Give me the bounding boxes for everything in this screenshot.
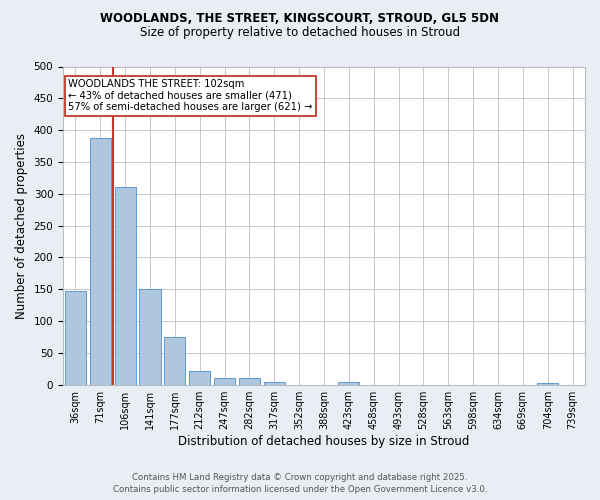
X-axis label: Distribution of detached houses by size in Stroud: Distribution of detached houses by size … [178,434,470,448]
Bar [214,378,235,384]
Bar [239,378,260,384]
Text: Size of property relative to detached houses in Stroud: Size of property relative to detached ho… [140,26,460,39]
Y-axis label: Number of detached properties: Number of detached properties [15,132,28,318]
Bar [264,382,285,384]
Text: WOODLANDS, THE STREET, KINGSCOURT, STROUD, GL5 5DN: WOODLANDS, THE STREET, KINGSCOURT, STROU… [101,12,499,26]
Bar [338,382,359,384]
Bar [115,188,136,384]
Bar [65,291,86,384]
Text: WOODLANDS THE STREET: 102sqm
← 43% of detached houses are smaller (471)
57% of s: WOODLANDS THE STREET: 102sqm ← 43% of de… [68,79,313,112]
Bar [139,289,161,384]
Bar [90,138,111,384]
Bar [164,337,185,384]
Text: Contains HM Land Registry data © Crown copyright and database right 2025.
Contai: Contains HM Land Registry data © Crown c… [113,472,487,494]
Bar [537,383,558,384]
Bar [189,370,210,384]
